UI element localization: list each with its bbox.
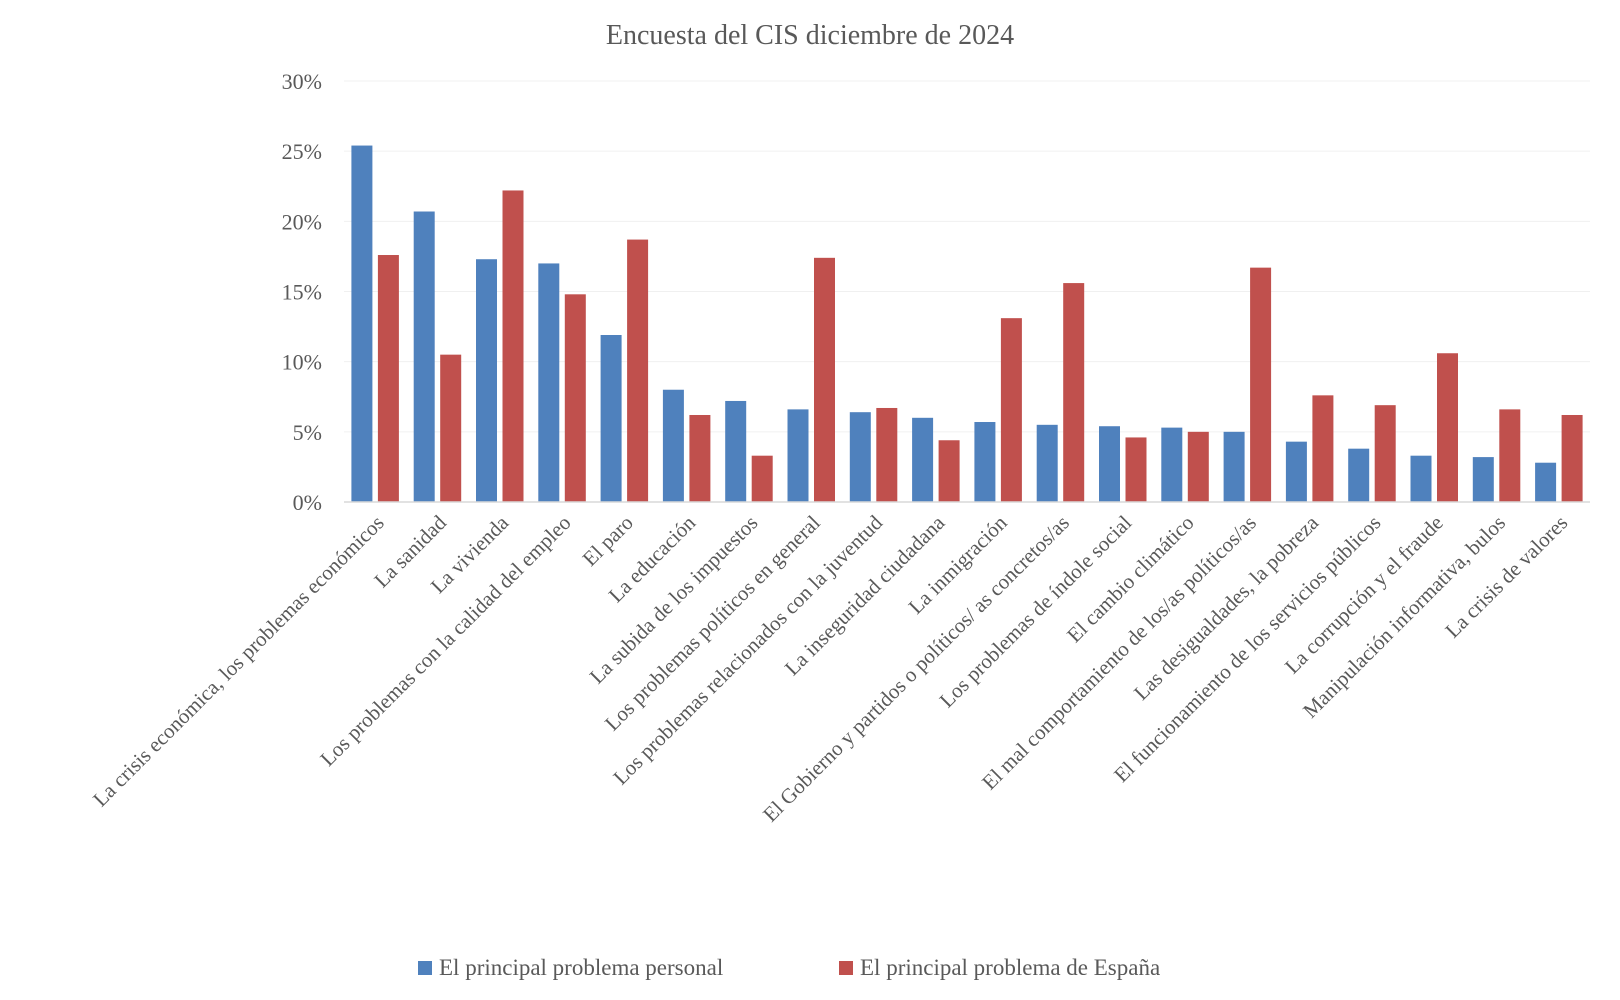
y-tick-label: 25% xyxy=(282,139,322,164)
bar-personal xyxy=(413,211,435,502)
bars xyxy=(351,145,1583,502)
bar-personal xyxy=(912,417,934,502)
bar-espana xyxy=(1250,267,1272,502)
y-tick-label: 10% xyxy=(282,350,322,375)
bar-espana xyxy=(751,455,773,502)
y-axis-ticks: 0% 5% 10% 15% 20% 25% 30% xyxy=(282,69,322,515)
bar-personal xyxy=(1161,427,1183,502)
bar-espana xyxy=(1312,395,1334,502)
bar-espana xyxy=(1063,283,1085,502)
bar-espana xyxy=(1561,414,1583,502)
bar-espana xyxy=(440,354,462,502)
legend-label-personal: El principal problema personal xyxy=(439,955,723,980)
bar-personal xyxy=(1410,455,1432,502)
y-tick-label: 30% xyxy=(282,69,322,94)
y-tick-label: 5% xyxy=(293,420,322,445)
bar-personal xyxy=(1348,448,1370,502)
bar-espana xyxy=(502,190,524,502)
bar-espana xyxy=(689,414,711,502)
bar-espana xyxy=(377,255,399,502)
bar-personal xyxy=(725,400,747,502)
bar-espana xyxy=(938,440,960,502)
bar-espana xyxy=(1499,409,1521,502)
x-axis-category-labels: La crisis económica, los problemas econó… xyxy=(88,510,1572,826)
bar-personal xyxy=(1036,424,1058,502)
y-tick-label: 0% xyxy=(293,490,322,515)
bar-personal xyxy=(476,259,497,502)
legend: El principal problema personal El princi… xyxy=(418,955,1160,980)
bar-personal xyxy=(1223,431,1245,502)
y-tick-label: 15% xyxy=(282,280,322,305)
y-tick-label: 20% xyxy=(282,209,322,234)
bar-espana xyxy=(1374,405,1396,502)
bar-personal xyxy=(974,422,996,502)
gridlines xyxy=(344,80,1590,433)
bar-espana xyxy=(1437,353,1458,502)
x-category-label: La crisis económica, los problemas econó… xyxy=(88,511,389,812)
bar-espana xyxy=(627,239,649,502)
bar-espana xyxy=(876,407,898,502)
bar-personal xyxy=(538,263,560,502)
legend-swatch-personal xyxy=(418,961,432,975)
legend-swatch-espana xyxy=(839,961,853,975)
bar-personal xyxy=(849,412,871,502)
legend-label-espana: El principal problema de España xyxy=(860,955,1160,980)
bar-personal xyxy=(1535,462,1557,502)
bar-personal xyxy=(662,389,684,502)
chart-title: Encuesta del CIS diciembre de 2024 xyxy=(606,20,1014,51)
bar-personal xyxy=(1099,426,1120,502)
bar-espana xyxy=(564,294,586,502)
bar-personal xyxy=(787,409,809,502)
bar-espana xyxy=(1000,318,1022,502)
bar-personal xyxy=(1472,457,1494,502)
bar-personal xyxy=(600,335,622,502)
x-category-label: El paro xyxy=(578,511,638,571)
bar-personal xyxy=(351,145,373,502)
bar-espana xyxy=(1187,431,1209,502)
bar-espana xyxy=(1125,437,1147,502)
bar-espana xyxy=(814,257,835,502)
bar-personal xyxy=(1285,441,1307,502)
